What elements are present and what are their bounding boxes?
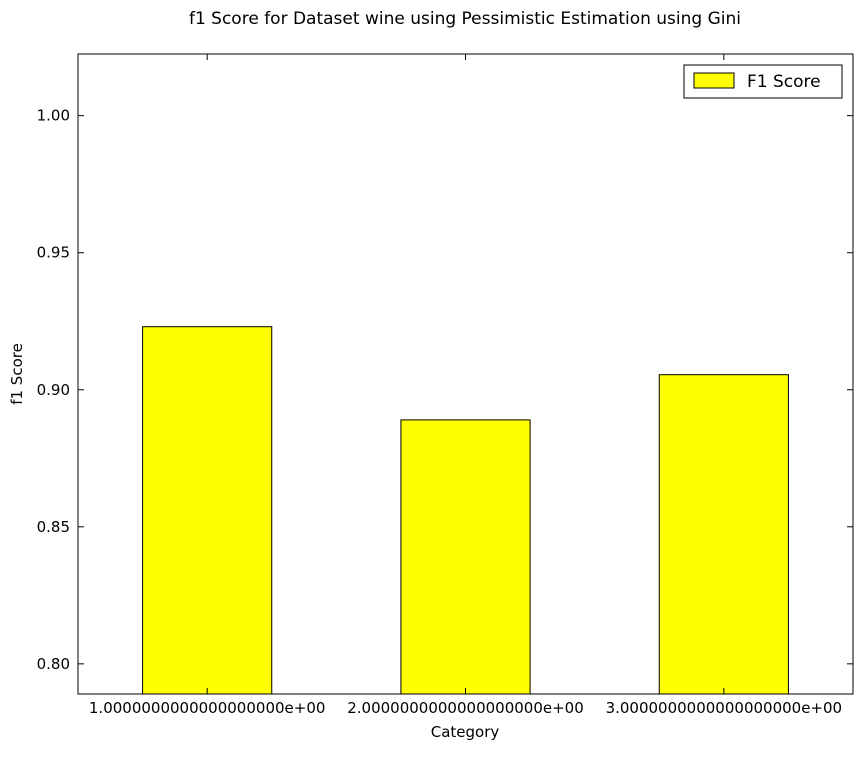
bar-1 (142, 326, 273, 695)
legend: F1 Score (683, 64, 843, 99)
y-tick-label: 0.80 (37, 655, 70, 673)
bar-2 (400, 419, 531, 695)
y-tick-label: 1.00 (37, 107, 70, 125)
legend-label: F1 Score (747, 72, 821, 92)
y-tick-label: 0.95 (37, 244, 70, 262)
bar-3 (658, 374, 789, 695)
x-axis-label: Category (431, 723, 500, 741)
ticks-layer: 1.0000000000000000000e+00 2.0000000000000… (37, 54, 853, 717)
y-tick-label: 0.85 (37, 518, 70, 536)
bars-layer (142, 326, 789, 695)
y-axis-label: f1 Score (8, 343, 26, 405)
x-tick-label: 3.0000000000000000000e+00 (606, 699, 843, 717)
plot-frame (77, 53, 854, 695)
chart-title: f1 Score for Dataset wine using Pessimis… (189, 9, 741, 29)
y-tick-label: 0.90 (37, 381, 70, 399)
x-tick-label: 1.0000000000000000000e+00 (89, 699, 326, 717)
x-tick-label: 2.0000000000000000000e+00 (347, 699, 584, 717)
legend-swatch (693, 72, 735, 89)
